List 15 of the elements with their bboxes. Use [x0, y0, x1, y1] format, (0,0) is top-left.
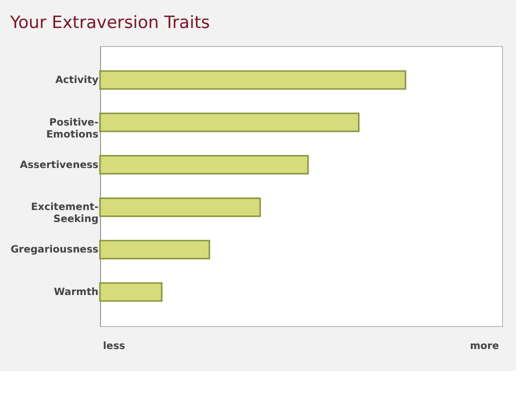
bar — [99, 112, 360, 132]
bar — [99, 155, 309, 175]
y-tick-label: Excitement-Seeking — [31, 202, 98, 226]
y-tick-label: Activity — [55, 74, 99, 86]
chart-title: Your Extraversion Traits — [9, 13, 210, 33]
y-tick-label: Gregariousness — [10, 244, 99, 256]
y-tick-label: Positive-Emotions — [46, 117, 99, 140]
bar — [99, 240, 210, 260]
y-tick-label: Warmth — [54, 287, 98, 298]
bar — [99, 282, 162, 302]
bar — [99, 197, 261, 217]
text: more — [470, 341, 500, 352]
text: less — [103, 341, 126, 352]
bar — [99, 70, 406, 90]
y-tick-label: Assertiveness — [20, 160, 99, 171]
